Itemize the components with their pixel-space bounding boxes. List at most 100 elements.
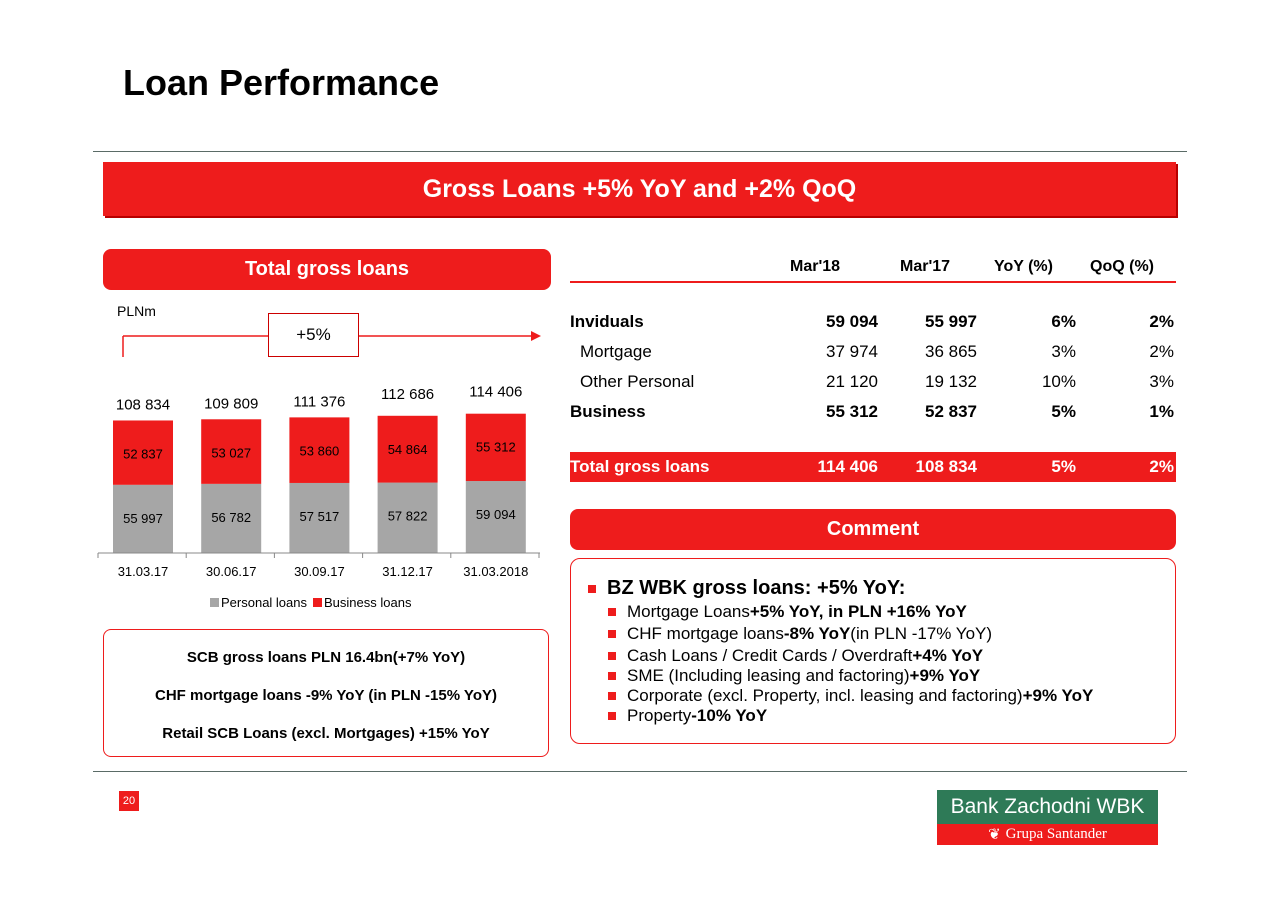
cell-yoy: 5% [1051, 402, 1076, 421]
comment-main-bullet: BZ WBK gross loans: +5% YoY: [588, 577, 905, 600]
cell-yoy: 5% [1051, 457, 1076, 476]
col-header-mar18: Mar'18 [790, 258, 841, 275]
table-header-rule [570, 281, 1176, 283]
bar-personal [465, 481, 526, 553]
bullet-square-icon [608, 692, 616, 700]
x-tick-label: 31.12.17 [382, 564, 433, 579]
comment-item: CHF mortgage loans -8% YoY (in PLN -17% … [608, 624, 992, 644]
row-label: Inviduals [570, 312, 644, 331]
row-label: Mortgage [580, 342, 652, 361]
cell-mar17: 52 837 [925, 402, 977, 421]
bullet-square-icon [608, 608, 616, 616]
info-line-chf: CHF mortgage loans -9% YoY (in PLN -15% … [154, 687, 497, 704]
bar-business [201, 419, 262, 484]
legend-label-business: Business loans [324, 595, 412, 610]
col-header-mar17: Mar'17 [900, 258, 951, 275]
legend-swatch-business [313, 598, 322, 607]
comment-item-highlight: +9% YoY [909, 666, 981, 685]
data-label-total: 109 809 [204, 395, 258, 412]
table-row-other-personal: Other Personal 21 120 19 132 10% 3% [570, 367, 1176, 397]
cell-yoy: 3% [1051, 342, 1076, 361]
comment-item-highlight: +4% YoY [912, 646, 984, 665]
total-gross-loans-header: Total gross loans [103, 249, 551, 290]
data-label-business: 54 864 [388, 442, 428, 457]
data-label-total: 108 834 [116, 396, 170, 413]
bar-personal [113, 484, 173, 553]
comment-box [570, 558, 1176, 744]
headline-banner: Gross Loans +5% YoY and +2% QoQ [103, 162, 1176, 216]
table-row-total: Total gross loans 114 406 108 834 5% 2% [570, 452, 1176, 482]
data-label-personal: 57 517 [300, 509, 340, 524]
bullet-square-icon [608, 652, 616, 660]
cell-mar18: 37 974 [826, 342, 878, 361]
comment-item-text: CHF mortgage loans [627, 624, 784, 643]
cell-qoq: 2% [1149, 312, 1174, 331]
x-tick-label: 31.03.2018 [463, 564, 528, 579]
loans-stacked-bar-chart: 55 997 52 837 108 834 31.03.17 56 782 53 027 1… [97, 384, 540, 579]
santander-logo: ❦ Grupa Santander [937, 824, 1158, 845]
bullet-square-icon [608, 672, 616, 680]
bullet-square-icon [608, 712, 616, 720]
data-label-personal: 59 094 [476, 507, 516, 522]
bottom-divider [93, 771, 1187, 772]
chart-legend: Personal loans Business loans [210, 595, 417, 610]
comment-header: Comment [570, 509, 1176, 550]
comment-item-text: SME (Including leasing and factoring) [627, 666, 910, 685]
cell-qoq: 2% [1149, 342, 1174, 361]
growth-label: +5% [268, 313, 359, 357]
data-label-total: 114 406 [469, 384, 522, 401]
comment-item-text: Property [627, 706, 692, 725]
comment-item-text: Mortgage Loans [627, 602, 750, 621]
comment-item-highlight: +5% YoY, in PLN +16% YoY [749, 602, 967, 621]
bullet-square-icon [588, 584, 596, 593]
bank-logo: Bank Zachodni WBK [937, 790, 1158, 824]
comment-item-highlight: +9% YoY [1022, 686, 1094, 705]
cell-qoq: 1% [1149, 402, 1174, 421]
legend-label-personal: Personal loans [221, 595, 307, 610]
comment-item-text: Cash Loans / Credit Cards / Overdraft [627, 646, 913, 665]
page-number: 20 [119, 791, 139, 811]
bar-business [113, 420, 173, 485]
col-header-yoy: YoY (%) [994, 258, 1053, 275]
cell-qoq: 3% [1149, 372, 1174, 391]
x-tick-label: 31.03.17 [118, 564, 169, 579]
data-label-personal: 57 822 [388, 509, 428, 524]
comment-item: Cash Loans / Credit Cards / Overdraft +4… [608, 646, 983, 666]
santander-logo-text: Grupa Santander [1005, 826, 1107, 842]
bar-business [377, 415, 438, 483]
x-tick-label: 30.09.17 [294, 564, 345, 579]
data-label-business: 53 027 [211, 445, 251, 460]
col-header-qoq: QoQ (%) [1090, 258, 1154, 275]
comment-main-text: BZ WBK gross loans: +5% YoY: [607, 577, 906, 599]
cell-mar17: 36 865 [925, 342, 977, 361]
x-tick-label: 30.06.17 [206, 564, 257, 579]
row-label: Business [570, 402, 646, 421]
cell-mar18: 114 406 [817, 457, 878, 476]
comment-item: Corporate (excl. Property, incl. leasing… [608, 686, 1093, 706]
data-label-business: 55 312 [476, 440, 516, 455]
data-label-business: 52 837 [123, 446, 163, 461]
scb-info-box: SCB gross loans PLN 16.4bn(+7% YoY) CHF … [103, 629, 549, 757]
table-row-business: Business 55 312 52 837 5% 1% [570, 397, 1176, 427]
cell-qoq: 2% [1149, 457, 1174, 476]
cell-mar18: 21 120 [826, 372, 878, 391]
comment-item: Mortgage Loans +5% YoY, in PLN +16% YoY [608, 602, 967, 622]
cell-mar18: 55 312 [826, 402, 878, 421]
top-divider [93, 151, 1187, 152]
bar-personal [289, 482, 350, 553]
legend-swatch-personal [210, 598, 219, 607]
data-label-total: 111 376 [293, 393, 345, 410]
row-label: Total gross loans [570, 457, 710, 476]
unit-label: PLNm [117, 303, 156, 319]
cell-mar17: 55 997 [925, 312, 977, 331]
legend-item-personal: Personal loans [210, 595, 307, 610]
table-row-mortgage: Mortgage 37 974 36 865 3% 2% [570, 337, 1176, 367]
info-line-retail: Retail SCB Loans (excl. Mortgages) +15% … [162, 725, 490, 742]
bar-business [465, 413, 526, 482]
cell-mar18: 59 094 [826, 312, 878, 331]
bar-personal [201, 483, 262, 553]
data-label-total: 112 686 [381, 386, 434, 403]
page-title: Loan Performance [123, 62, 440, 103]
comment-item: SME (Including leasing and factoring) +9… [608, 666, 980, 686]
cell-yoy: 10% [1041, 372, 1076, 391]
